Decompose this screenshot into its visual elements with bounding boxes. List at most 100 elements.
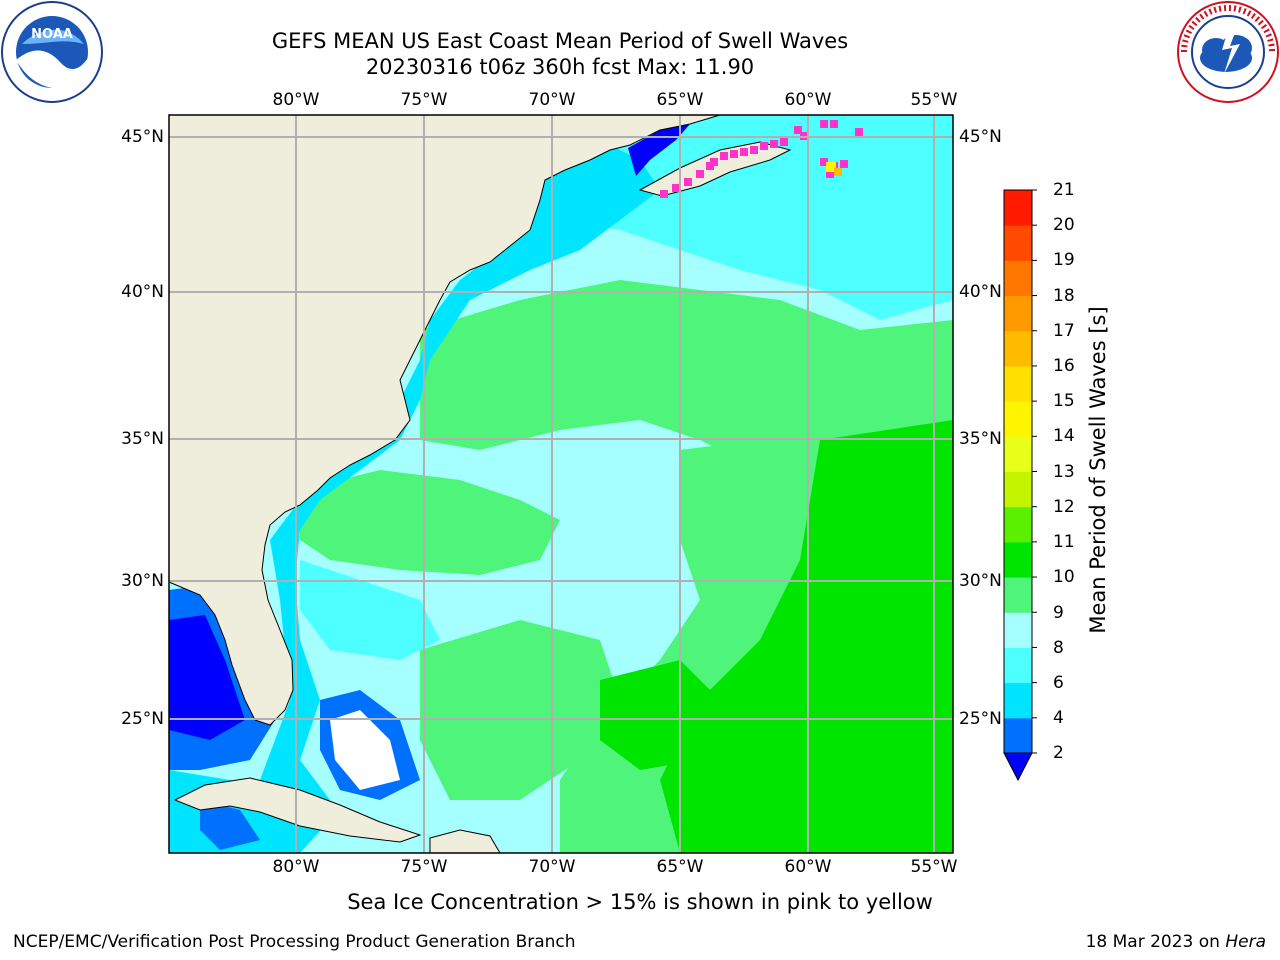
map-subtitle: 20230316 t06z 360h fcst Max: 11.90 [365, 55, 755, 79]
sea-ice-cell [760, 142, 768, 150]
colorbar-tick: 11 [1053, 532, 1075, 552]
sea-ice-cell [830, 120, 838, 128]
sea-ice-cell [684, 178, 692, 186]
colorbar-segment [1004, 401, 1032, 437]
colorbar-tick: 9 [1053, 603, 1064, 623]
lat-label-left: 25°N [121, 709, 164, 729]
swell-zone-9-10s [300, 470, 560, 575]
lat-label-right: 35°N [959, 429, 1002, 449]
north-america-land [168, 114, 721, 726]
caribbean-zone-2-4s [200, 800, 260, 850]
colorbar-segment [1004, 471, 1032, 508]
map-title: GEFS MEAN US East Coast Mean Period of S… [271, 29, 849, 53]
svg-text:NOAA: NOAA [31, 27, 73, 42]
colorbar-segment [1004, 260, 1032, 297]
lon-label-top: 75°W [400, 90, 448, 110]
sea-ice-cell [855, 128, 863, 136]
lon-label-top: 55°W [910, 90, 958, 110]
swell-zone-6-8s [300, 560, 440, 660]
colorbar-segment [1004, 436, 1032, 472]
lon-label-bottom: 55°W [910, 857, 958, 877]
sea-ice-cell [720, 152, 728, 160]
lon-label-top: 60°W [784, 90, 832, 110]
sea-ice-cell [740, 148, 748, 156]
lon-label-bottom: 70°W [528, 857, 576, 877]
colorbar-extend-arrow [1003, 752, 1033, 782]
swell-zone-6-8s [560, 115, 953, 320]
lat-label-right: 25°N [959, 709, 1002, 729]
sea-ice-cell [660, 190, 668, 198]
lon-label-bottom: 60°W [784, 857, 832, 877]
gulf-zone-below-2s [169, 615, 245, 740]
colorbar-segment [1004, 365, 1032, 402]
lon-label-top: 70°W [528, 90, 576, 110]
lon-label-bottom: 80°W [272, 857, 320, 877]
colorbar-tick: 2 [1053, 743, 1064, 763]
sea-ice-cell [820, 120, 828, 128]
footer-machine: Hera [1225, 932, 1266, 952]
colorbar-segment [1004, 612, 1032, 648]
map-frame [168, 114, 954, 854]
colorbar-tick: 6 [1053, 673, 1064, 693]
colorbar-tick: 16 [1053, 356, 1075, 376]
lat-label-left: 35°N [121, 429, 164, 449]
cuba-land [173, 777, 422, 843]
colorbar-tick: 15 [1053, 391, 1075, 411]
sea-ice-cell [820, 158, 828, 166]
colorbar-segment [1004, 225, 1032, 261]
colorbar-tick: 19 [1053, 250, 1075, 270]
sea-ice-cell [780, 138, 788, 146]
sea-ice-cell [770, 140, 778, 148]
bahamas-shallow-mask [330, 710, 400, 790]
colorbar-tick: 13 [1053, 462, 1075, 482]
colorbar-segment [1004, 506, 1032, 543]
lat-label-left: 45°N [121, 127, 164, 147]
colorbar-segment [1004, 541, 1032, 578]
lat-label-right: 40°N [959, 282, 1002, 302]
sea-ice-cell [840, 160, 848, 168]
noaa-logo-icon: NOAA [1, 1, 103, 103]
colorbar-segment [1004, 717, 1032, 754]
sea-ice-cell [706, 162, 714, 170]
sea-ice-cell [826, 162, 836, 172]
colorbar-tick: 8 [1053, 638, 1064, 658]
footer-credit: NCEP/EMC/Verification Post Processing Pr… [13, 932, 576, 952]
lat-label-right: 30°N [959, 571, 1002, 591]
lon-label-top: 80°W [272, 90, 320, 110]
sea-ice-note: Sea Ice Concentration > 15% is shown in … [347, 890, 933, 914]
colorbar-segment [1004, 577, 1032, 613]
sea-ice-cell [696, 170, 704, 178]
colorbar-segment [1004, 190, 1032, 226]
sea-ice-cell [730, 150, 738, 158]
lat-label-left: 30°N [121, 571, 164, 591]
swell-zone-10-11s [660, 420, 953, 853]
lat-label-left: 40°N [121, 282, 164, 302]
colorbar-segment [1004, 647, 1032, 684]
colorbar-tick: 12 [1053, 497, 1075, 517]
swell-zone-10-11s [600, 660, 720, 770]
footer-date-text: 18 Mar 2023 on [1085, 932, 1226, 952]
sea-ice-cell [834, 168, 842, 176]
colorbar-tick: 4 [1053, 708, 1064, 728]
colorbar-segment [1004, 330, 1032, 367]
sea-ice-cell [826, 170, 834, 178]
colorbar-tick: 10 [1053, 567, 1075, 587]
colorbar-tick: 20 [1053, 215, 1075, 235]
lon-label-bottom: 65°W [656, 857, 704, 877]
colorbar-tick: 17 [1053, 321, 1075, 341]
colorbar-tick: 21 [1053, 180, 1075, 200]
colorbar-tick: 18 [1053, 286, 1075, 306]
swell-zone-9-10s [420, 620, 620, 800]
nws-logo-icon [1177, 1, 1279, 103]
lon-label-top: 65°W [656, 90, 704, 110]
sea-ice-cell [750, 146, 758, 154]
colorbar-tick: 14 [1053, 426, 1075, 446]
colorbar-segment [1004, 295, 1032, 332]
hispaniola-land [429, 829, 501, 854]
lon-label-bottom: 75°W [400, 857, 448, 877]
swell-zone-9-10s [420, 280, 953, 470]
colorbar-label: Mean Period of Swell Waves [s] [1086, 306, 1110, 634]
footer-date: 18 Mar 2023 on Hera [1086, 932, 1266, 952]
lat-label-right: 45°N [959, 127, 1002, 147]
